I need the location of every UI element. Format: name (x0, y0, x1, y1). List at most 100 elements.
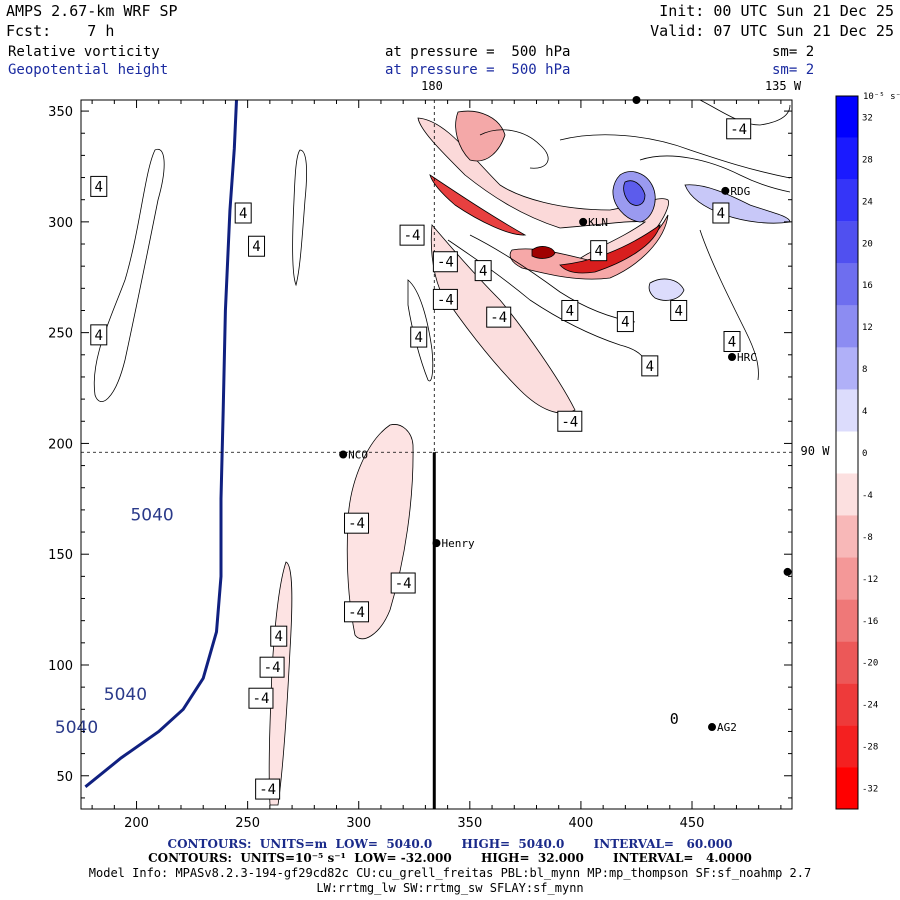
height-label-bg (102, 682, 149, 703)
station-marker (721, 186, 730, 195)
colorbar-segment (836, 305, 858, 348)
x-tick-label: 400 (569, 816, 594, 831)
y-tick-label: 300 (48, 216, 73, 231)
vorticity-label: -4 (404, 228, 421, 244)
field2-smoothing: sm= 2 (772, 62, 815, 78)
colorbar-segment (836, 263, 858, 306)
colorbar-tick-label: -20 (862, 659, 878, 669)
contour-east-2 (469, 234, 636, 323)
field2-name: Geopotential height (8, 62, 169, 78)
height-contour: 5040 5040 5040 (53, 99, 238, 788)
contour-west-island (93, 148, 165, 402)
colorbar-frame (835, 95, 859, 810)
vorticity-label: -4 (348, 516, 365, 532)
vorticity-label-box (248, 687, 274, 709)
vort-blue-south (648, 278, 685, 301)
vorticity-label-box (561, 299, 579, 321)
forecast-hour: Fcst: 7 h (6, 22, 115, 40)
valid-time: Valid: 07 UTC Sun 21 Dec 25 (650, 22, 894, 40)
colorbar-segment (836, 599, 858, 642)
plot-frame (80, 99, 793, 810)
y-tick-label: 250 (48, 327, 73, 342)
vorticity-label: -4 (348, 605, 365, 621)
stations: NCO Henry KLN RDG HRC AG2 (339, 96, 792, 734)
vorticity-label: 4 (95, 328, 103, 344)
station-label: Henry (442, 537, 475, 550)
vorticity-label: 4 (717, 206, 725, 222)
colorbar-tick-label: 20 (862, 239, 873, 249)
map-guides (81, 100, 792, 809)
colorbar-segment (836, 431, 858, 474)
vorticity-label: 0 (670, 710, 679, 728)
vorticity-label-box (344, 601, 370, 623)
contour-east-5 (699, 99, 791, 126)
y-tick-label: 50 (56, 770, 73, 785)
colorbar-tick-label: -8 (862, 533, 873, 543)
vorticity-label: 4 (479, 264, 487, 280)
colorbar-tick-label: -28 (862, 743, 878, 753)
vorticity-label-box (344, 512, 370, 534)
y-tick-label: 200 (48, 437, 73, 452)
colorbar-tick-label: -32 (862, 785, 878, 795)
init-time: Init: 00 UTC Sun 21 Dec 25 (659, 2, 894, 20)
meridian-label-135w: 135 W (765, 79, 802, 93)
x-tick-label: 300 (346, 816, 371, 831)
parallel-label-90w: 90 W (801, 444, 831, 458)
x-tick-label: 350 (457, 816, 482, 831)
colorbar-tick-label: -16 (862, 617, 878, 627)
vorticity-label-box (590, 240, 608, 262)
vorticity-label-box (248, 235, 266, 257)
vorticity-label: 4 (239, 206, 247, 222)
y-tick-label: 100 (48, 659, 73, 674)
contour-east-4 (639, 155, 791, 193)
vorticity-label: -4 (730, 122, 747, 138)
vorticity-label-box (616, 311, 634, 333)
height-label-bg (129, 503, 176, 524)
vorticity-label-box (410, 326, 428, 348)
vort-band-east-core (429, 174, 527, 236)
station-label: KLN (588, 216, 608, 229)
height-contour-label: 5040 (55, 718, 98, 738)
vorticity-label-box (557, 410, 583, 432)
vorticity-label: -4 (253, 691, 270, 707)
vorticity-label-box (399, 224, 425, 246)
vorticity-label-box (90, 175, 108, 197)
colorbar-segment (836, 515, 858, 558)
colorbar-segment (836, 767, 858, 809)
colorbar-tick-label: 0 (862, 449, 867, 459)
contour-east-3 (559, 134, 791, 179)
field1-name: Relative vorticity (8, 44, 160, 60)
vorticity-label: 4 (415, 330, 423, 346)
colorbar-tick-label: 4 (862, 407, 867, 417)
vorticity-label-box (723, 331, 741, 353)
station-label: RDG (730, 185, 750, 198)
vorticity-label: 4 (728, 335, 736, 351)
vorticity-label: 4 (594, 244, 602, 260)
vorticity-label: 4 (674, 303, 682, 319)
vorticity-label-box (255, 778, 281, 800)
map-chart: 32 28 24 20 16 12 8 4 0 -4 -8 -12 -16 -20 -24 -28 -32 50… (48, 79, 900, 831)
vorticity-labels: 4 4 4 4 -4 -4 4 -4 4 -4 4 4 4 4 4 4 -4 4 -4 -4 -4 -4 4 -4 -4 -4 0 (90, 118, 752, 800)
colorbar-tick-label: 8 (862, 365, 867, 375)
colorbar-segment (836, 179, 858, 222)
height-contour-label: 5040 (104, 685, 147, 705)
footer-vort-contours: CONTOURS: UNITS=10⁻⁵ s⁻¹ LOW= -32.000 HI… (148, 851, 752, 865)
colorbar-segment (836, 221, 858, 264)
vorticity-label-box (486, 306, 512, 328)
vort-blue-core (623, 180, 646, 206)
vorticity-label: -4 (259, 782, 276, 798)
colorbar-segment (836, 641, 858, 684)
field1-level: at pressure = 500 hPa (385, 44, 571, 60)
station-label: NCO (348, 449, 368, 462)
field1-smoothing: sm= 2 (772, 44, 815, 60)
colorbar-segment (836, 473, 858, 516)
vorticity-label: 4 (252, 239, 260, 255)
vorticity-label: -4 (561, 414, 578, 430)
vorticity-label-box (432, 288, 458, 310)
vort-north-patch (455, 110, 506, 162)
vorticity-label: -4 (437, 255, 454, 271)
vorticity-label: -4 (437, 292, 454, 308)
vorticity-label: 4 (95, 179, 103, 195)
vorticity-label: 4 (621, 315, 629, 331)
station-marker (432, 539, 441, 548)
